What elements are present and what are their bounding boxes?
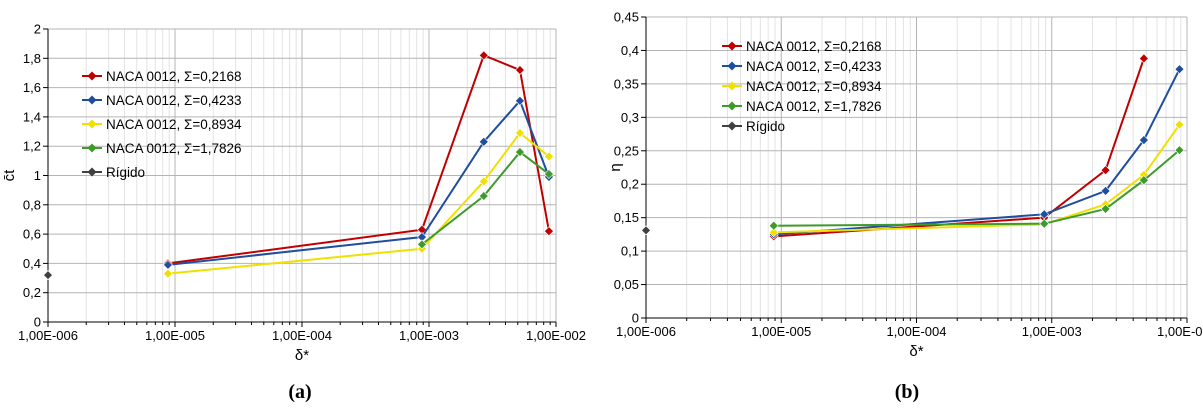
legend-swatch-marker (87, 119, 97, 129)
data-point (1039, 218, 1050, 229)
y-tick-label: 0,4 (23, 256, 41, 271)
data-point (478, 176, 489, 187)
y-tick-label: 2 (34, 22, 41, 37)
data-point (478, 136, 489, 147)
data-point (544, 169, 554, 179)
x-axis-label: δ* (295, 347, 309, 364)
legend-swatch-marker (727, 101, 737, 111)
legend-swatch-marker (87, 167, 97, 177)
legend-swatch-marker (727, 81, 737, 91)
data-point (478, 191, 489, 201)
data-point (1174, 64, 1185, 75)
panel-label: (b) (895, 381, 919, 403)
x-tick-label: 1,00E-004 (272, 328, 332, 343)
data-point (768, 220, 779, 231)
data-point (544, 151, 554, 162)
data-point (1138, 175, 1149, 186)
legend-entry: NACA 0012, Σ=0,8934 (746, 79, 882, 94)
data-point (478, 50, 489, 61)
y-tick-label: 0,8 (23, 197, 41, 212)
y-tick-label: 0 (632, 311, 639, 326)
data-point (1174, 145, 1185, 156)
series-4 (417, 147, 554, 250)
y-tick-label: 1 (34, 168, 41, 183)
data-point (515, 147, 525, 157)
panel-label: (a) (288, 381, 311, 403)
y-tick-label: 1,6 (23, 80, 41, 95)
data-point (515, 128, 525, 138)
legend-entry: NACA 0012, Σ=0,4233 (106, 93, 242, 108)
legend-entry: NACA 0012, Σ=0,4233 (746, 59, 882, 74)
data-point (1138, 135, 1149, 145)
y-tick-label: 0,3 (621, 110, 639, 125)
y-tick-label: 1,8 (23, 51, 41, 66)
y-tick-label: 0,2 (621, 177, 639, 192)
legend-entry: NACA 0012, Σ=0,2168 (106, 69, 242, 84)
y-tick-label: 0,6 (23, 227, 41, 242)
data-point (1174, 119, 1185, 130)
x-tick-label: 1,00E-006 (616, 324, 676, 339)
chart-panel-a: 0 0,2 0,4 0,6 0,8 1 1,2 1,4 1,6 1,8 2 1,00E-006 1,00… (1, 22, 586, 404)
x-tick-label: 1,00E-004 (887, 324, 947, 339)
x-tick-label: 1,00E-003 (399, 328, 459, 343)
y-tick-label: 1,2 (23, 139, 41, 154)
data-point (1100, 165, 1111, 176)
y-tick-label: 0,2 (23, 285, 41, 300)
data-point (1100, 204, 1111, 214)
chart-panel-b: 0 0,05 0,1 0,15 0,2 0,25 0,3 0,35 0,4 0,45 1,00E-0… (607, 10, 1203, 404)
data-point (515, 95, 525, 106)
legend-entry: Rígido (746, 119, 785, 134)
legend: NACA 0012, Σ=0,2168 NACA 0012, Σ=0,4233 NA… (82, 69, 242, 180)
legend-entry: NACA 0012, Σ=0,2168 (746, 39, 882, 54)
x-tick-label: 1,00E-006 (18, 328, 78, 343)
y-tick-label: 0,05 (614, 277, 639, 292)
data-point (768, 227, 779, 238)
legend-entry: NACA 0012, Σ=1,7826 (746, 99, 882, 114)
x-tick-label: 1,00E-002 (1157, 324, 1203, 339)
y-tick-label: 1,4 (23, 109, 41, 124)
y-tick-label: 0 (34, 315, 41, 330)
data-point (1138, 53, 1149, 64)
legend-entry: NACA 0012, Σ=0,8934 (106, 117, 242, 132)
legend-swatch-marker (727, 41, 737, 51)
y-tick-label: 0,1 (621, 244, 639, 259)
x-tick-label: 1,00E-003 (1022, 324, 1082, 339)
data-point (544, 226, 554, 237)
x-axis-label: δ* (909, 343, 923, 360)
y-tick-label: 0,25 (614, 143, 639, 158)
series-5 (43, 270, 53, 281)
y-tick-label: 0,35 (614, 76, 639, 91)
data-point (1100, 185, 1111, 196)
y-axis-label: c̄t (1, 169, 18, 182)
legend-entry: Rígido (106, 165, 145, 180)
legend-swatch-marker (727, 121, 737, 131)
data-point (43, 270, 53, 281)
y-axis-label: η (607, 163, 624, 171)
series-line (773, 58, 1145, 238)
series-4 (768, 145, 1185, 231)
series-line (421, 150, 550, 246)
legend: NACA 0012, Σ=0,2168 NACA 0012, Σ=0,4233 NA… (722, 39, 882, 134)
legend-entry: NACA 0012, Σ=1,7826 (106, 141, 242, 156)
x-tick-label: 1,00E-005 (751, 324, 811, 339)
x-tick-label: 1,00E-005 (145, 328, 205, 343)
series-3 (163, 128, 554, 279)
y-tick-label: 0,4 (621, 43, 639, 58)
legend-swatch-marker (87, 143, 97, 153)
x-tick-label: 1,00E-002 (526, 328, 586, 343)
data-point (515, 65, 525, 75)
data-point (417, 239, 427, 250)
series-5 (641, 225, 651, 236)
legend-swatch-marker (87, 71, 97, 81)
y-tick-label: 0,15 (614, 210, 639, 225)
data-point (163, 268, 173, 279)
legend-swatch-marker (87, 95, 97, 105)
y-tick-label: 0,45 (614, 10, 639, 25)
grid (47, 28, 557, 323)
legend-swatch-marker (727, 61, 737, 71)
data-point (641, 225, 651, 236)
